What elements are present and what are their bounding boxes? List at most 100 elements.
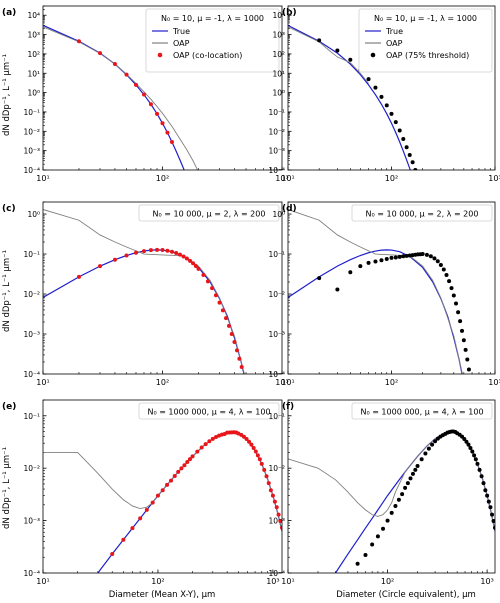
- data-point: [98, 51, 103, 56]
- data-point: [150, 500, 155, 505]
- y-tick-label: 10⁰: [272, 89, 285, 98]
- data-point: [98, 264, 103, 269]
- data-point: [205, 279, 210, 284]
- data-point: [400, 492, 405, 497]
- data-point: [460, 328, 465, 333]
- data-point: [210, 286, 215, 291]
- data-point: [148, 102, 153, 107]
- plot-frame: [42, 201, 283, 375]
- x-tick-label: 10³: [275, 174, 288, 183]
- data-point: [413, 467, 418, 472]
- data-point: [148, 248, 153, 253]
- data-point: [249, 442, 254, 447]
- title-box: [351, 402, 493, 420]
- data-point: [384, 103, 389, 108]
- x-tick-label: 10²: [381, 577, 394, 586]
- data-point: [174, 251, 179, 255]
- data-point: [466, 442, 471, 447]
- data-point: [432, 256, 437, 261]
- data-point: [470, 384, 474, 388]
- data-point: [251, 445, 256, 450]
- y-axis-label-top: dN dDp⁻¹, L⁻¹ μm⁻¹: [2, 54, 12, 136]
- data-point: [190, 454, 195, 459]
- data-point: [141, 92, 146, 97]
- legend-entry: OAP (co-location): [173, 51, 242, 60]
- data-point: [464, 439, 469, 444]
- data-point: [191, 261, 196, 266]
- data-point: [420, 252, 425, 257]
- data-point: [264, 474, 269, 479]
- data-point: [257, 457, 262, 462]
- series-oap-line: [288, 431, 495, 532]
- x-tick-label: 10¹: [36, 577, 49, 586]
- data-point: [155, 493, 160, 498]
- data-point: [370, 542, 375, 547]
- data-point: [226, 323, 231, 328]
- data-point: [366, 77, 371, 82]
- data-point: [447, 279, 452, 284]
- panel-label: (a): [2, 8, 16, 18]
- panel-a: 10¹ 10² 10³10⁻⁴10⁻³10⁻²10⁻¹10⁰10¹10²10³10⁴…: [2, 5, 289, 183]
- y-tick-label: 10⁻¹: [268, 250, 285, 259]
- data-point: [179, 466, 184, 471]
- data-point: [462, 437, 467, 442]
- x-tick-label: 10²: [385, 378, 398, 387]
- data-point: [441, 267, 446, 272]
- legend-entry: True: [172, 27, 190, 36]
- y-axis-label-middle: dN dDp⁻¹, L⁻¹ μm⁻¹: [2, 250, 12, 332]
- x-tick-label: 10²: [151, 577, 164, 586]
- y-tick-label: 10⁻²: [23, 290, 40, 299]
- y-tick-label: 10⁻⁴: [268, 166, 285, 175]
- series-true-line: [334, 431, 495, 573]
- y-tick-label: 10⁻³: [268, 517, 285, 526]
- data-point: [155, 247, 160, 252]
- data-point: [466, 367, 471, 372]
- data-point: [472, 393, 476, 397]
- data-point: [244, 437, 249, 442]
- x-tick-label: 10³: [266, 577, 279, 586]
- data-point: [438, 263, 443, 268]
- y-tick-label: 10⁻²: [23, 464, 40, 473]
- y-tick-label: 10⁻²: [268, 290, 285, 299]
- data-point: [176, 469, 181, 474]
- panel-title: N₀ = 10 000, μ = 2, λ = 200: [366, 210, 479, 219]
- data-point: [138, 516, 143, 521]
- data-point: [201, 272, 206, 277]
- data-point: [160, 248, 165, 253]
- data-point: [393, 503, 398, 508]
- y-tick-label: 10¹: [27, 69, 40, 78]
- y-tick-label: 10⁻⁴: [268, 370, 285, 379]
- legend-entry: OAP: [386, 39, 403, 48]
- x-tick-label: 10³: [480, 577, 493, 586]
- data-point: [239, 364, 244, 369]
- data-point: [199, 445, 204, 450]
- y-tick-label: 10⁰: [27, 210, 40, 219]
- plot-area: [43, 24, 199, 170]
- x-tick-label: 10²: [385, 174, 398, 183]
- data-point: [232, 340, 237, 345]
- data-point: [444, 272, 449, 277]
- data-point: [463, 347, 468, 352]
- data-point: [483, 488, 488, 493]
- data-point: [255, 435, 259, 439]
- y-tick-label: 10⁻³: [268, 330, 285, 339]
- x-tick-label: 10¹: [36, 378, 49, 387]
- series-oap-line: [43, 431, 282, 532]
- legend-swatch: [370, 52, 376, 58]
- data-point: [396, 497, 401, 502]
- plot-frame: [287, 399, 496, 574]
- data-point: [255, 453, 260, 458]
- data-point: [247, 439, 252, 444]
- data-point: [124, 72, 129, 77]
- x-tick-label: 10¹: [281, 378, 294, 387]
- data-point: [165, 130, 170, 135]
- title-box: [138, 204, 280, 222]
- plot-area: [288, 24, 418, 170]
- plot-area: [288, 209, 476, 397]
- data-point: [253, 449, 258, 454]
- data-point: [454, 301, 459, 306]
- data-point: [413, 168, 418, 170]
